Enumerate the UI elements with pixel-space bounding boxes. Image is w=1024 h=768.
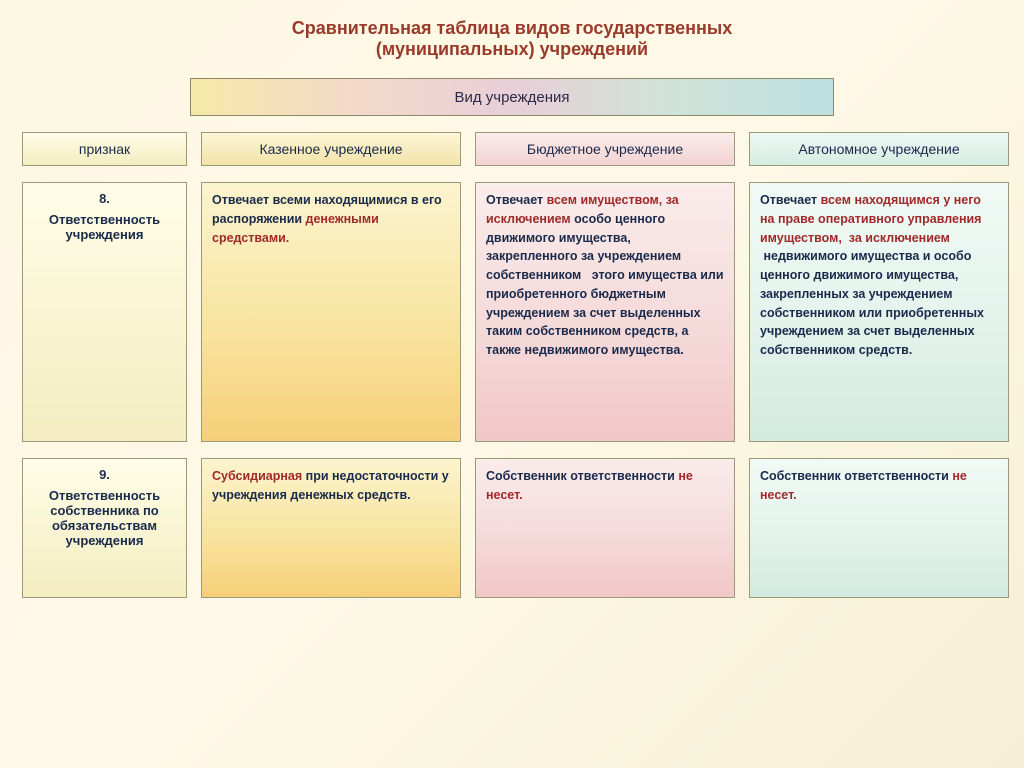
cell-r8-autonomous: Отвечает всем находящимся у него на прав… — [749, 182, 1009, 442]
col-header-budget: Бюджетное учреждение — [475, 132, 735, 166]
header-bar-label: Вид учреждения — [454, 89, 569, 106]
col-header-autonomous: Автономное учреждение — [749, 132, 1009, 166]
cell-r9-budget: Собственник ответственности не несет. — [475, 458, 735, 598]
text-highlight: Субсидиарная — [212, 469, 302, 483]
cell-r8-treasury: Отвечает всеми находящимися в его распор… — [201, 182, 461, 442]
text-plain: Собственник ответственности — [760, 469, 952, 483]
text-plain: Собственник ответственности — [486, 469, 678, 483]
text-plain: Отвечает — [486, 193, 547, 207]
title-line-1: Сравнительная таблица видов государствен… — [0, 18, 1024, 39]
feature-cell-responsibility-institution: 8. Ответственность учреждения — [22, 182, 187, 442]
row-label: Ответственность учреждения — [29, 212, 180, 242]
row-number: 9. — [99, 467, 110, 482]
page-title: Сравнительная таблица видов государствен… — [0, 0, 1024, 70]
row-number: 8. — [99, 191, 110, 206]
col-header-treasury: Казенное учреждение — [201, 132, 461, 166]
text-plain: особо ценного движимого имущества, закре… — [486, 212, 724, 357]
feature-cell-responsibility-owner: 9. Ответственность собственника по обяза… — [22, 458, 187, 598]
row-label: Ответственность собственника по обязател… — [29, 488, 180, 548]
header-bar-institution-type: Вид учреждения — [190, 78, 834, 116]
title-line-2: (муниципальных) учреждений — [0, 39, 1024, 60]
text-plain: недвижимого имущества и особо ценного дв… — [760, 249, 984, 357]
cell-r8-budget: Отвечает всем имуществом, за исключением… — [475, 182, 735, 442]
col-header-feature: признак — [22, 132, 187, 166]
cell-r9-autonomous: Собственник ответственности не несет. — [749, 458, 1009, 598]
cell-r9-treasury: Субсидиарная при недостаточности у учреж… — [201, 458, 461, 598]
comparison-grid: признак Казенное учреждение Бюджетное уч… — [0, 132, 1024, 598]
text-plain: Отвечает — [760, 193, 821, 207]
